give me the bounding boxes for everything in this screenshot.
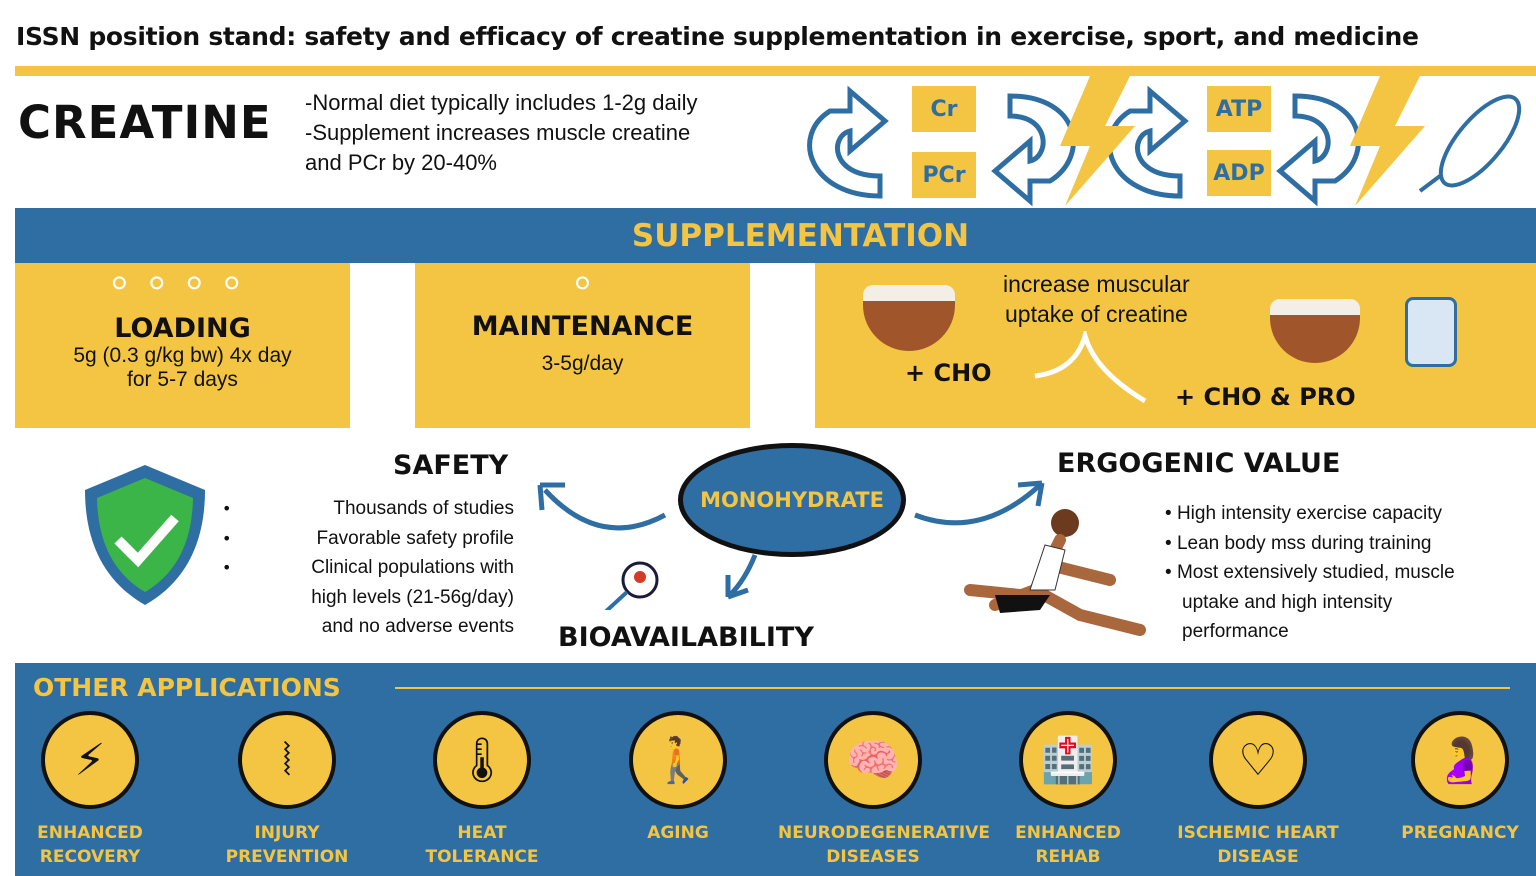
application-label: PREGNANCY <box>1401 823 1519 843</box>
cycle-arrow-icon <box>1107 85 1189 199</box>
loading-panel: ⚪⚪⚪⚪ LOADING 5g (0.3 g/kg bw) 4x day for… <box>15 263 350 428</box>
cycle-arrow-icon <box>991 93 1076 207</box>
rice-bowl-icon <box>863 285 955 351</box>
rice-bowl-icon <box>1270 299 1360 363</box>
ergogenic-item: uptake and high intensity <box>1182 591 1393 613</box>
application-label: PREVENTION <box>225 847 349 867</box>
runner-icon <box>964 509 1146 636</box>
safety-list: Thousands of studies Favorable safety pr… <box>222 494 514 642</box>
ergogenic-title: ERGOGENIC VALUE <box>1057 448 1341 479</box>
application-item: 🏥 ENHANCED REHAB <box>973 711 1163 869</box>
maintenance-panel: ⚪ MAINTENANCE 3-5g/day <box>415 263 750 428</box>
divider <box>395 687 1510 689</box>
lightning-icon <box>1350 76 1425 206</box>
ergogenic-item: performance <box>1182 621 1289 642</box>
application-label: NEURODEGENERATIVE <box>778 823 990 843</box>
safety-item: Clinical populations with <box>311 557 514 578</box>
application-item: ♡ ISCHEMIC HEART DISEASE <box>1163 711 1353 869</box>
fact: -Supplement increases muscle creatine <box>305 120 691 145</box>
ergogenic-item: Most extensively studied, muscle <box>1176 562 1455 583</box>
application-label: TOLERANCE <box>425 847 539 867</box>
loading-dose: 5g (0.3 g/kg bw) 4x day <box>73 344 292 367</box>
other-applications-section: OTHER APPLICATIONS ⚡ ENHANCED RECOVERY ⦚ INJ… <box>15 663 1536 876</box>
cho-label: + CHO <box>905 359 992 387</box>
monohydrate-ellipse: MONOHYDRATE <box>678 443 906 557</box>
uptake-text: increase muscular <box>1003 271 1190 297</box>
fact: -Normal diet typically includes 1-2g dai… <box>305 90 698 115</box>
atp-box: ATP <box>1207 86 1271 132</box>
application-label: HEAT <box>457 823 507 843</box>
supplement-tub-icon <box>1405 297 1457 367</box>
ergogenic-list: • High intensity exercise capacity • Lea… <box>1165 499 1455 647</box>
cycle-arrow-icon <box>807 85 889 199</box>
brain-icon: 🧠 <box>824 711 922 809</box>
split-arrow-icon <box>1034 331 1147 404</box>
application-label: DISEASES <box>826 847 920 867</box>
safety-item: Thousands of studies <box>333 498 514 519</box>
lightning-icon <box>1060 76 1135 206</box>
application-item: 🧠 NEURODEGENERATIVE DISEASES <box>778 711 990 869</box>
uptake-panel: increase muscular uptake of creatine + C… <box>815 263 1536 428</box>
bullets: • • • <box>222 499 232 577</box>
adp-box: ADP <box>1207 150 1271 196</box>
cycle-arrow-icon <box>1276 93 1361 207</box>
cho-pro-label: + CHO & PRO <box>1175 383 1356 411</box>
shield-check-icon <box>85 465 205 605</box>
elderly-person-icon: 🚶 <box>629 711 727 809</box>
application-label: RECOVERY <box>39 847 141 867</box>
application-item: 🌡 HEAT TOLERANCE <box>387 711 577 869</box>
maintenance-dose: 3-5g/day <box>541 352 624 375</box>
loading-title: LOADING <box>114 313 251 344</box>
page-title: ISSN position stand: safety and efficacy… <box>16 22 1419 51</box>
creatine-heading: CREATINE <box>18 96 272 149</box>
arrow-to-safety-icon <box>537 482 667 531</box>
dumbbell-icon <box>1418 94 1522 193</box>
maintenance-title: MAINTENANCE <box>471 311 694 342</box>
application-item: 🤰 PREGNANCY <box>1365 711 1536 845</box>
loading-duration: for 5-7 days <box>127 368 238 391</box>
pregnancy-icon: 🤰 <box>1411 711 1509 809</box>
safety-title: SAFETY <box>393 450 509 481</box>
application-label: DISEASE <box>1217 847 1299 867</box>
ergogenic-item: High intensity exercise capacity <box>1176 503 1443 524</box>
application-item: 🚶 AGING <box>583 711 773 845</box>
supplementation-heading: SUPPLEMENTATION <box>15 208 1536 263</box>
heartbeat-icon: ♡ <box>1209 711 1307 809</box>
uptake-text: uptake of creatine <box>1005 301 1188 327</box>
application-label: ENHANCED <box>1015 823 1121 843</box>
application-item: ⦚ INJURY PREVENTION <box>192 711 382 869</box>
safety-item: and no adverse events <box>321 616 514 637</box>
thermometer-icon: 🌡 <box>433 711 531 809</box>
pcr-box: PCr <box>912 152 976 198</box>
application-item: ⚡ ENHANCED RECOVERY <box>0 711 185 869</box>
other-applications-title: OTHER APPLICATIONS <box>33 673 341 702</box>
scoop-icon: ⚪⚪⚪⚪ <box>107 267 258 300</box>
cr-box: Cr <box>912 86 976 132</box>
application-label: AGING <box>647 823 709 843</box>
arrow-to-ergogenic-icon <box>914 480 1045 526</box>
energy-cycle-diagram <box>807 76 1522 207</box>
application-label: INJURY <box>254 823 320 843</box>
ergogenic-item: Lean body mss during training <box>1176 532 1432 554</box>
arrow-to-bioavailability-icon <box>725 554 758 600</box>
application-label: ISCHEMIC HEART <box>1177 823 1339 843</box>
safety-item: Favorable safety profile <box>316 527 515 549</box>
divider <box>15 66 1536 76</box>
scoop-icon: ⚪ <box>570 267 595 300</box>
hospital-icon: 🏥 <box>1019 711 1117 809</box>
monohydrate-arrows <box>537 480 1045 610</box>
bioavailability-label: BIOAVAILABILITY <box>558 622 814 653</box>
safety-item: high levels (21-56g/day) <box>311 586 514 608</box>
recovery-bolt-icon: ⚡ <box>41 711 139 809</box>
knee-joint-icon: ⦚ <box>238 711 336 809</box>
fact: and PCr by 20-40% <box>305 150 497 175</box>
application-label: ENHANCED <box>37 823 143 843</box>
application-label: REHAB <box>1035 847 1101 867</box>
